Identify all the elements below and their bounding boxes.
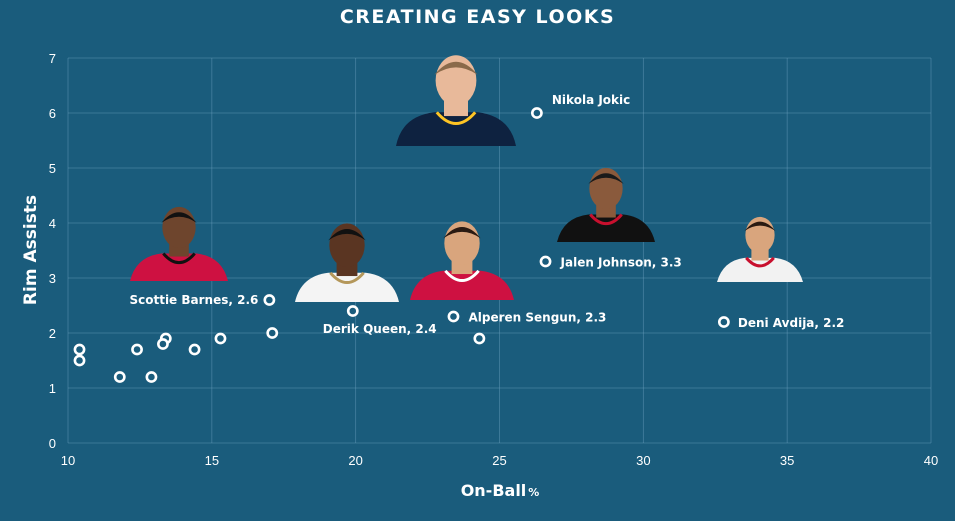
- point-label: Deni Avdija, 2.2: [738, 316, 845, 330]
- data-points: [73, 107, 730, 383]
- y-tick-label: 2: [49, 326, 56, 341]
- scatter-point: [188, 343, 201, 356]
- scatter-point: [131, 343, 143, 356]
- x-tick-label: 25: [492, 453, 506, 468]
- x-axis-label: On-Ball%: [461, 481, 540, 500]
- scatter-point: [73, 343, 86, 356]
- jokic-photo: [396, 55, 516, 146]
- johnson-photo: [557, 167, 655, 242]
- point-label: Scottie Barnes, 2.6: [129, 293, 258, 307]
- chart-title: CREATING EASY LOOKS: [339, 6, 616, 28]
- y-tick-label: 7: [49, 51, 56, 66]
- point-label: Nikola Jokic: [552, 93, 630, 107]
- y-tick-label: 4: [49, 216, 56, 231]
- y-tick-label: 3: [49, 271, 56, 286]
- scatter-point: [473, 332, 486, 345]
- scatter-point: [346, 305, 359, 317]
- scatter-point: [157, 338, 169, 350]
- x-tick-label: 30: [636, 453, 650, 468]
- y-tick-label: 0: [49, 436, 56, 451]
- queen-photo: [295, 223, 399, 302]
- y-tick-label: 6: [49, 106, 56, 121]
- scatter-point: [447, 310, 460, 323]
- player-photos: [130, 55, 803, 302]
- sengun-photo: [410, 221, 514, 300]
- x-tick-label: 15: [205, 453, 219, 468]
- point-label: Derik Queen, 2.4: [323, 322, 437, 336]
- scatter-point: [214, 332, 227, 345]
- scatter-point: [263, 294, 276, 306]
- x-axis-label-main: On-Ball: [461, 481, 527, 500]
- scatter-point: [266, 327, 279, 339]
- x-tick-label: 20: [348, 453, 362, 468]
- scatter-point: [145, 371, 158, 383]
- grid: [67, 57, 932, 444]
- scatter-point: [73, 354, 86, 367]
- scatter-point: [530, 107, 543, 119]
- y-tick-label: 1: [49, 381, 56, 396]
- axis-ticks: 10 15 20 25 30 35 40 0 1 2 3 4 5 6 7: [49, 51, 938, 468]
- barnes-photo: [130, 206, 228, 281]
- point-labels: Nikola Jokic Jalen Johnson, 3.3 Deni Avdij…: [129, 93, 844, 336]
- x-tick-label: 10: [61, 453, 75, 468]
- point-label: Alperen Sengun, 2.3: [468, 311, 606, 325]
- scatter-point: [539, 255, 552, 268]
- y-tick-label: 5: [49, 161, 56, 176]
- point-label: Jalen Johnson, 3.3: [560, 256, 682, 270]
- avdija-photo: [717, 216, 803, 282]
- x-tick-label: 35: [780, 453, 794, 468]
- x-axis-label-suffix: %: [528, 486, 539, 499]
- x-tick-label: 40: [924, 453, 938, 468]
- scatter-point: [113, 371, 126, 383]
- y-axis-label: Rim Assists: [21, 195, 41, 305]
- scatter-point: [717, 316, 730, 328]
